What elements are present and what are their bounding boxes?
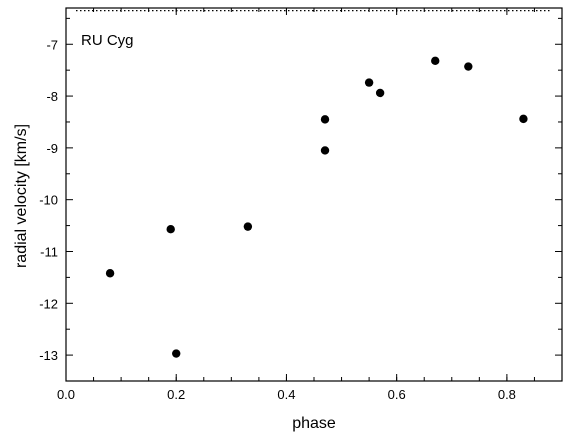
y-tick-label: -12 [39,296,58,311]
y-tick-label: -8 [46,89,58,104]
data-point [519,114,528,124]
data-point [320,115,330,124]
y-tick-label: -7 [46,37,58,52]
x-axis-title: phase [292,415,336,432]
x-tick-label: 0.2 [167,387,185,402]
star-label: RU Cyg [81,32,134,49]
plot-frame [65,7,563,382]
y-tick-label: -10 [39,193,58,208]
data-point [375,88,385,98]
x-tick-label: 0.0 [57,387,75,402]
x-tick-label: 0.6 [388,387,406,402]
data-point [364,78,374,87]
x-tick-label: 0.8 [498,387,516,402]
y-axis-ticks: -7 -8 -9 -10 -11 -12 -13 [39,17,562,382]
data-point [243,222,253,231]
data-point [431,56,440,66]
data-point [172,349,181,358]
y-tick-label: -13 [39,348,58,363]
y-tick-label: -9 [46,141,58,156]
data-point [464,62,473,71]
x-axis-ticks: 0.0 0.2 0.4 0.6 0.8 [57,8,563,402]
data-point [105,269,115,278]
y-tick-label: -11 [40,244,58,259]
data-point [166,225,175,234]
y-axis-title: radial velocity [km/s] [13,124,30,268]
data-point [320,146,330,155]
data-points [105,56,528,358]
x-tick-label: 0.4 [277,387,295,402]
